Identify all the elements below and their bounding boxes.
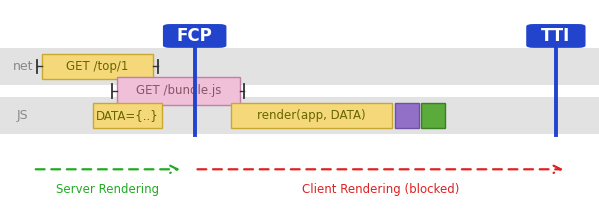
Bar [395, 103, 419, 128]
Bar [231, 103, 392, 128]
Bar [93, 103, 162, 128]
Bar [0, 48, 599, 85]
Text: Server Rendering: Server Rendering [56, 183, 159, 196]
Text: FCP: FCP [177, 27, 213, 45]
Text: GET /top/1: GET /top/1 [66, 60, 129, 73]
Bar [0, 97, 599, 134]
FancyBboxPatch shape [527, 24, 586, 48]
Text: GET /bundle.js: GET /bundle.js [135, 84, 221, 97]
Bar [117, 77, 240, 105]
Text: DATA={..}: DATA={..} [96, 109, 159, 122]
FancyBboxPatch shape [163, 24, 226, 48]
Text: TTI: TTI [541, 27, 570, 45]
Text: render(app, DATA): render(app, DATA) [257, 109, 366, 122]
Text: net: net [13, 60, 33, 73]
Text: Client Rendering (blocked): Client Rendering (blocked) [302, 183, 459, 196]
Text: JS: JS [17, 109, 29, 122]
Bar [421, 103, 445, 128]
Bar [42, 54, 153, 79]
